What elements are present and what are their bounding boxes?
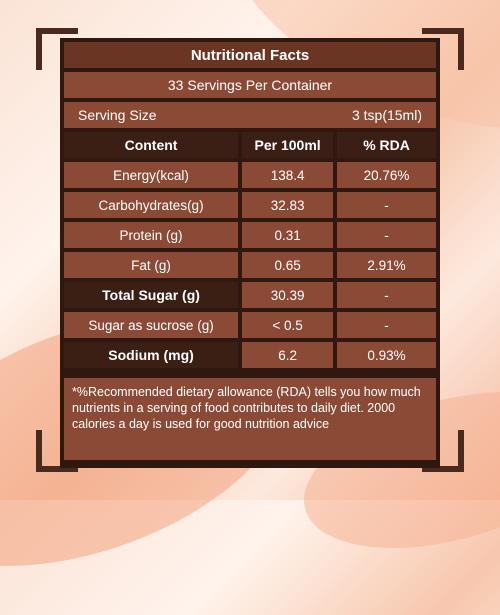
header-content: Content [64, 132, 239, 158]
row-rda: 2.91% [337, 252, 436, 278]
row-per-100ml: 0.65 [242, 252, 334, 278]
row-rda: 0.93% [337, 342, 436, 368]
header-rda: % RDA [337, 132, 436, 158]
table-row: Protein (g) 0.31 - [64, 222, 436, 248]
table-row: Fat (g) 0.65 2.91% [64, 252, 436, 278]
rda-footnote: *%Recommended dietary allowance (RDA) te… [64, 378, 436, 460]
nutrition-title: Nutritional Facts [64, 42, 436, 68]
row-rda: - [337, 312, 436, 338]
serving-size-label: Serving Size [78, 107, 157, 123]
serving-size-row: Serving Size 3 tsp(15ml) [64, 102, 436, 128]
header-per-100ml: Per 100ml [242, 132, 334, 158]
row-content: Protein (g) [64, 222, 239, 248]
table-header-row: Content Per 100ml % RDA [64, 132, 436, 158]
row-content: Sugar as sucrose (g) [64, 312, 239, 338]
nutrition-facts-card: Nutritional Facts 33 Servings Per Contai… [60, 38, 440, 468]
row-per-100ml: 6.2 [242, 342, 334, 368]
row-rda: - [337, 192, 436, 218]
row-content: Sodium (mg) [64, 342, 239, 368]
row-per-100ml: 32.83 [242, 192, 334, 218]
table-row: Total Sugar (g) 30.39 - [64, 282, 436, 308]
row-per-100ml: 138.4 [242, 162, 334, 188]
servings-per-container: 33 Servings Per Container [64, 72, 436, 98]
row-content: Fat (g) [64, 252, 239, 278]
corner-bracket [36, 430, 78, 472]
row-content: Carbohydrates(g) [64, 192, 239, 218]
serving-size-value: 3 tsp(15ml) [351, 107, 422, 123]
corner-bracket [36, 28, 78, 70]
table-row: Energy(kcal) 138.4 20.76% [64, 162, 436, 188]
row-rda: - [337, 222, 436, 248]
row-rda: 20.76% [337, 162, 436, 188]
row-per-100ml: 0.31 [242, 222, 334, 248]
corner-bracket [422, 430, 464, 472]
row-rda: - [337, 282, 436, 308]
row-content: Total Sugar (g) [64, 282, 239, 308]
corner-bracket [422, 28, 464, 70]
table-row: Sugar as sucrose (g) < 0.5 - [64, 312, 436, 338]
row-per-100ml: 30.39 [242, 282, 334, 308]
row-content: Energy(kcal) [64, 162, 239, 188]
row-per-100ml: < 0.5 [242, 312, 334, 338]
table-row: Carbohydrates(g) 32.83 - [64, 192, 436, 218]
table-row: Sodium (mg) 6.2 0.93% [64, 342, 436, 368]
